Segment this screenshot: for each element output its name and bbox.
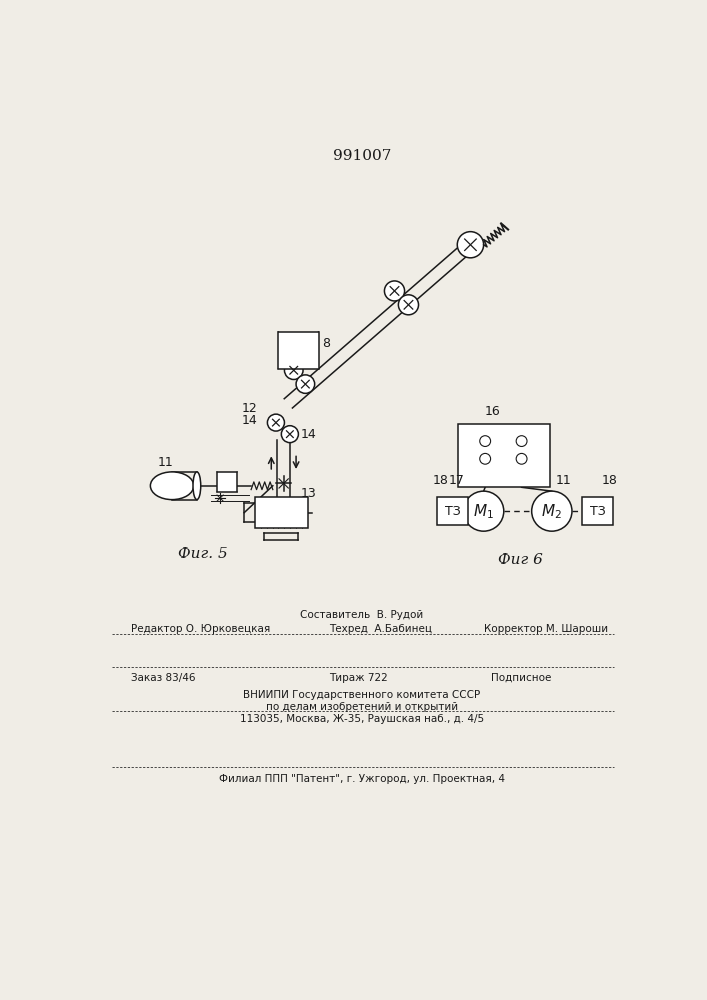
Text: 17: 17 [448, 474, 464, 487]
Circle shape [464, 491, 504, 531]
Text: 113035, Москва, Ж-35, Раушская наб., д. 4/5: 113035, Москва, Ж-35, Раушская наб., д. … [240, 714, 484, 724]
Text: 18: 18 [601, 474, 617, 487]
Circle shape [284, 361, 303, 379]
Bar [458, 424, 549, 487]
Circle shape [398, 295, 419, 315]
Text: 13: 13 [300, 487, 317, 500]
Text: Корректор М. Шароши: Корректор М. Шароши [484, 624, 608, 634]
Text: Подписное: Подписное [491, 673, 551, 683]
Text: Редактор О. Юрковецкая: Редактор О. Юрковецкая [131, 624, 270, 634]
Circle shape [281, 426, 298, 443]
Text: 18: 18 [433, 474, 449, 487]
Text: Заказ 83/46: Заказ 83/46 [131, 673, 196, 683]
Text: Фиг. 5: Фиг. 5 [178, 547, 228, 561]
Text: 11: 11 [158, 456, 174, 469]
Text: Фиг 6: Фиг 6 [498, 553, 543, 567]
Circle shape [267, 414, 284, 431]
Circle shape [532, 491, 572, 531]
Text: Техред  А.Бабинец: Техред А.Бабинец [329, 624, 432, 634]
Text: ТЗ: ТЗ [445, 505, 460, 518]
Text: $M_2$: $M_2$ [542, 502, 562, 521]
Text: 14: 14 [242, 414, 257, 427]
Text: 14: 14 [300, 428, 317, 441]
Text: Филиал ППП "Патент", г. Ужгород, ул. Проектная, 4: Филиал ППП "Патент", г. Ужгород, ул. Про… [219, 774, 505, 784]
Text: 16: 16 [485, 405, 501, 418]
Bar [279, 332, 319, 369]
Text: 991007: 991007 [333, 149, 391, 163]
Text: ТЗ: ТЗ [590, 505, 605, 518]
Circle shape [296, 375, 315, 393]
Circle shape [480, 436, 491, 446]
Text: 12: 12 [242, 402, 257, 415]
Circle shape [516, 436, 527, 446]
Text: Составитель  В. Рудой: Составитель В. Рудой [300, 610, 423, 620]
Circle shape [480, 453, 491, 464]
Bar [255, 497, 308, 528]
Bar [582, 497, 613, 525]
Text: Тираж 722: Тираж 722 [329, 673, 387, 683]
Ellipse shape [151, 472, 194, 500]
Circle shape [457, 232, 484, 258]
Text: 8: 8 [322, 337, 329, 350]
Text: $M_1$: $M_1$ [473, 502, 494, 521]
Text: 11: 11 [556, 474, 571, 487]
Ellipse shape [193, 472, 201, 500]
Bar [437, 497, 468, 525]
Circle shape [516, 453, 527, 464]
Text: ВНИИПИ Государственного комитета СССР: ВНИИПИ Государственного комитета СССР [243, 690, 481, 700]
Bar [217, 472, 237, 492]
Circle shape [385, 281, 404, 301]
Text: по делам изобретений и открытий: по делам изобретений и открытий [266, 702, 458, 712]
